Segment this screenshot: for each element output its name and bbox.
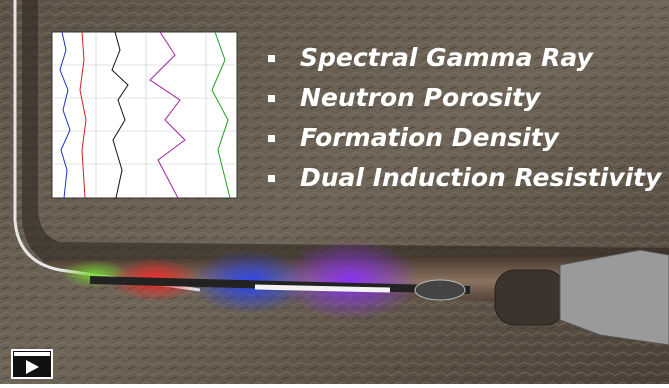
bullet-text: Neutron Porosity <box>300 83 542 112</box>
bullet-marker <box>268 175 275 182</box>
page: Spectral Gamma Ray Neutron Porosity Form… <box>0 0 669 384</box>
sensor-glow <box>280 240 420 320</box>
play-button[interactable] <box>12 350 52 378</box>
tool-rod <box>255 287 390 290</box>
tool-pad <box>415 280 465 300</box>
bullet-marker <box>268 55 275 62</box>
scene: Spectral Gamma Ray Neutron Porosity Form… <box>0 0 669 384</box>
bullet-text: Spectral Gamma Ray <box>300 43 595 72</box>
bullet-marker <box>268 135 275 142</box>
bullet-text: Formation Density <box>300 123 561 152</box>
bullet-text: Dual Induction Resistivity <box>300 163 663 192</box>
log-inset <box>52 32 237 198</box>
tool-sleeve <box>495 270 565 325</box>
bullet-marker <box>268 95 275 102</box>
